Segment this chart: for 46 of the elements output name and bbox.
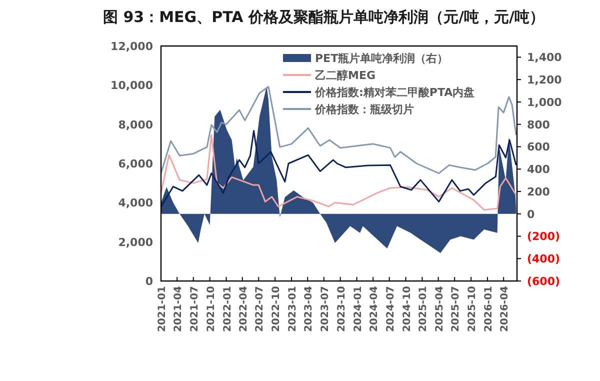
x-tick-label: 2022-01 (222, 286, 234, 332)
x-tick-label: 2023-07 (320, 286, 331, 332)
y2-tick-label: 1,400 (527, 51, 562, 64)
x-tick-label: 2024-01 (352, 286, 364, 332)
y2-tick-label: (400) (527, 252, 560, 266)
chart-title: 图 93：MEG、PTA 价格及聚酯瓶片单吨净利润（元/吨，元/吨） (103, 8, 544, 26)
y2-tick-label: 200 (527, 185, 550, 198)
y2-tick-label: 400 (527, 163, 550, 176)
y2-tick-label: (200) (527, 230, 560, 244)
x-tick-label: 2022-04 (238, 286, 250, 332)
x-tick-label: 2022-07 (254, 286, 266, 332)
x-tick-label: 2021-04 (173, 286, 184, 332)
legend-label: PET瓶片单吨净利润（右） (315, 52, 448, 65)
x-tick-label: 2021-01 (157, 286, 168, 332)
legend-label: 价格指数:精对苯二甲酸PTA内盘 (314, 86, 475, 99)
y2-tick-label: 1,200 (527, 74, 562, 87)
x-tick-label: 2021-10 (206, 286, 217, 332)
x-tick-label: 2024-04 (369, 286, 380, 332)
legend-label: 乙二醇MEG (315, 69, 376, 82)
x-tick-label: 2026-04 (500, 286, 511, 332)
y-tick-label: 10,000 (110, 79, 154, 92)
x-tick-label: 2024-07 (385, 286, 396, 332)
x-tick-label: 2024-10 (402, 286, 413, 332)
y-tick-label: 4,000 (118, 196, 154, 210)
y-tick-label: 8,000 (118, 118, 154, 132)
y-tick-label: 0 (145, 275, 154, 288)
x-tick-label: 2022-10 (271, 286, 282, 332)
y2-tick-label: 800 (527, 118, 550, 132)
y2-tick-label: (600) (527, 275, 560, 288)
x-tick-label: 2026-01 (483, 286, 494, 332)
x-tick-label: 2025-01 (418, 286, 430, 332)
y-tick-label: 2,000 (118, 236, 154, 249)
x-tick-label: 2025-07 (450, 286, 462, 332)
x-tick-label: 2023-01 (288, 286, 299, 332)
y-tick-label: 12,000 (110, 40, 154, 53)
x-tick-label: 2023-04 (304, 286, 315, 332)
x-tick-label: 2025-10 (467, 286, 478, 332)
x-tick-label: 2021-07 (189, 286, 200, 332)
y2-tick-label: 1,000 (527, 96, 562, 109)
x-tick-label: 2023-10 (336, 286, 348, 332)
x-tick-label: 2025-04 (434, 286, 446, 332)
legend-label: 价格指数：瓶级切片 (314, 103, 414, 116)
y-tick-label: 6,000 (118, 158, 154, 170)
y2-tick-label: 600 (527, 140, 550, 154)
line-series (160, 86, 517, 174)
y2-tick-label: 0 (527, 208, 535, 221)
